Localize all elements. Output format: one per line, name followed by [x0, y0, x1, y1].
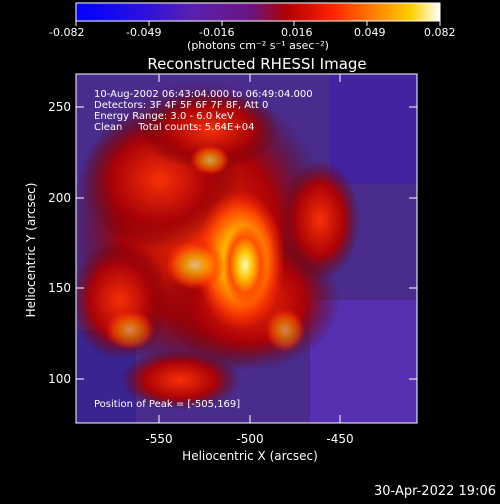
- colorbar-tick-label: -0.082: [49, 26, 84, 39]
- y-axis-label: Heliocentric Y (arcsec): [24, 183, 38, 318]
- colorbar-tick-label: 0.082: [424, 26, 456, 39]
- x-tick-label: -500: [236, 432, 263, 446]
- plot-title: Reconstructed RHESSI Image: [147, 55, 366, 73]
- rhessi-image: [76, 74, 417, 423]
- info-block: 10-Aug-2002 06:43:04.000 to 06:49:04.000…: [94, 89, 313, 133]
- y-tick-label: 100: [48, 372, 71, 386]
- y-tick-label: 200: [48, 191, 71, 205]
- info-line: Clean Total counts: 5.64E+04: [94, 122, 254, 133]
- x-tick-label: -450: [326, 432, 353, 446]
- colorbar: -0.082 -0.049 -0.016 0.016 0.049 0.082 (…: [49, 2, 456, 52]
- info-line: Energy Range: 3.0 - 6.0 keV: [94, 111, 234, 122]
- y-tick-label: 250: [48, 100, 71, 114]
- y-tick-label: 150: [48, 281, 71, 295]
- plot-frame: [75, 73, 418, 424]
- colorbar-ticks: [75, 21, 441, 26]
- peak-position-label: Position of Peak = [-505,169]: [94, 399, 240, 410]
- axis-ticks: [76, 74, 417, 423]
- colorbar-unit-label: (photons cm⁻² s⁻¹ asec⁻²): [187, 39, 329, 52]
- footer-timestamp: 30-Apr-2022 19:06: [374, 484, 496, 499]
- colorbar-tick-label: 0.049: [354, 26, 386, 39]
- colorbar-tick-label: 0.016: [281, 26, 313, 39]
- colorbar-tick-label: -0.049: [126, 26, 161, 39]
- info-line: Detectors: 3F 4F 5F 6F 7F 8F, Att 0: [94, 100, 268, 111]
- x-axis-label: Heliocentric X (arcsec): [182, 449, 318, 463]
- colorbar-tick-label: -0.016: [199, 26, 234, 39]
- colorbar-gradient: [75, 2, 441, 22]
- x-tick-label: -550: [145, 432, 172, 446]
- info-line: 10-Aug-2002 06:43:04.000 to 06:49:04.000: [94, 89, 313, 100]
